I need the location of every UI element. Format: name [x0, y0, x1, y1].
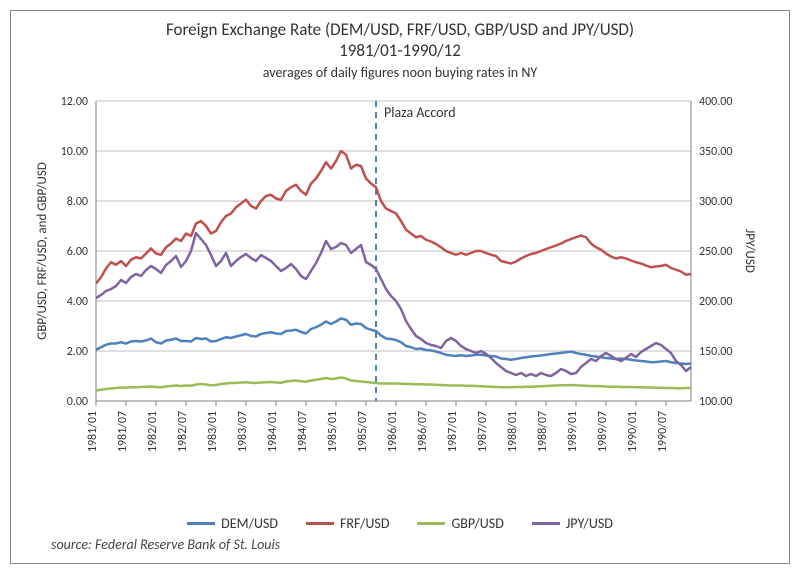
svg-text:1988/07: 1988/07	[536, 411, 550, 452]
svg-text:1984/01: 1984/01	[266, 411, 280, 452]
svg-text:12.00: 12.00	[61, 95, 88, 109]
svg-text:1990/07: 1990/07	[656, 411, 670, 452]
svg-text:1985/01: 1985/01	[326, 411, 340, 452]
svg-text:100.00: 100.00	[699, 395, 732, 409]
svg-text:150.00: 150.00	[699, 345, 732, 359]
svg-text:1981/01: 1981/01	[86, 411, 100, 452]
svg-text:1982/01: 1982/01	[146, 411, 160, 452]
legend-swatch-gbp	[417, 522, 445, 525]
legend-label-frf: FRF/USD	[340, 515, 389, 532]
svg-text:1981/07: 1981/07	[116, 411, 130, 452]
svg-text:1985/07: 1985/07	[356, 411, 370, 452]
svg-text:8.00: 8.00	[67, 195, 88, 209]
legend-item-dem: DEM/USD	[187, 515, 278, 532]
legend-swatch-dem	[187, 522, 215, 525]
legend-label-gbp: GBP/USD	[451, 515, 503, 532]
legend-swatch-frf	[306, 522, 334, 525]
svg-text:1983/01: 1983/01	[206, 411, 220, 452]
legend: DEM/USD FRF/USD GBP/USD JPY/USD	[11, 515, 789, 532]
chart-subtitle: averages of daily figures noon buying ra…	[11, 64, 789, 81]
svg-text:0.00: 0.00	[67, 395, 88, 409]
chart-border: Foreign Exchange Rate (DEM/USD, FRF/USD,…	[10, 10, 790, 564]
svg-text:1986/07: 1986/07	[416, 411, 430, 452]
svg-text:2.00: 2.00	[67, 345, 88, 359]
legend-swatch-jpy	[532, 522, 560, 525]
svg-text:200.00: 200.00	[699, 295, 732, 309]
svg-text:6.00: 6.00	[67, 245, 88, 259]
svg-text:1988/01: 1988/01	[506, 411, 520, 452]
svg-text:Plaza Accord: Plaza Accord	[384, 104, 456, 121]
svg-text:1987/07: 1987/07	[476, 411, 490, 452]
title-line2: 1981/01-1990/12	[339, 40, 461, 61]
svg-text:1987/01: 1987/01	[446, 411, 460, 452]
title-line1: Foreign Exchange Rate (DEM/USD, FRF/USD,…	[166, 19, 634, 40]
svg-text:250.00: 250.00	[699, 245, 732, 259]
legend-item-frf: FRF/USD	[306, 515, 389, 532]
svg-text:4.00: 4.00	[67, 295, 88, 309]
svg-text:1989/01: 1989/01	[566, 411, 580, 452]
svg-text:10.00: 10.00	[61, 145, 88, 159]
legend-label-dem: DEM/USD	[221, 515, 278, 532]
svg-text:1984/07: 1984/07	[296, 411, 310, 452]
svg-text:1986/01: 1986/01	[386, 411, 400, 452]
legend-item-jpy: JPY/USD	[532, 515, 613, 532]
chart-frame: Foreign Exchange Rate (DEM/USD, FRF/USD,…	[0, 0, 800, 574]
svg-text:1983/07: 1983/07	[236, 411, 250, 452]
svg-text:GBP/USD, FRF/USD, and GBP/USD: GBP/USD, FRF/USD, and GBP/USD	[35, 162, 50, 340]
svg-text:1982/07: 1982/07	[176, 411, 190, 452]
chart-title: Foreign Exchange Rate (DEM/USD, FRF/USD,…	[11, 19, 789, 62]
legend-item-gbp: GBP/USD	[417, 515, 503, 532]
source-text: source: Federal Reserve Bank of St. Loui…	[51, 536, 280, 553]
legend-label-jpy: JPY/USD	[566, 515, 613, 532]
svg-text:1989/07: 1989/07	[596, 411, 610, 452]
svg-text:JPY/USD: JPY/USD	[742, 229, 757, 273]
svg-text:400.00: 400.00	[699, 95, 732, 109]
line-chart: 0.00 2.00 4.00 6.00 8.00 10.00 12.00 100.00 150.…	[11, 81, 791, 511]
svg-text:1990/01: 1990/01	[626, 411, 640, 452]
svg-text:350.00: 350.00	[699, 145, 732, 159]
svg-text:300.00: 300.00	[699, 195, 732, 209]
